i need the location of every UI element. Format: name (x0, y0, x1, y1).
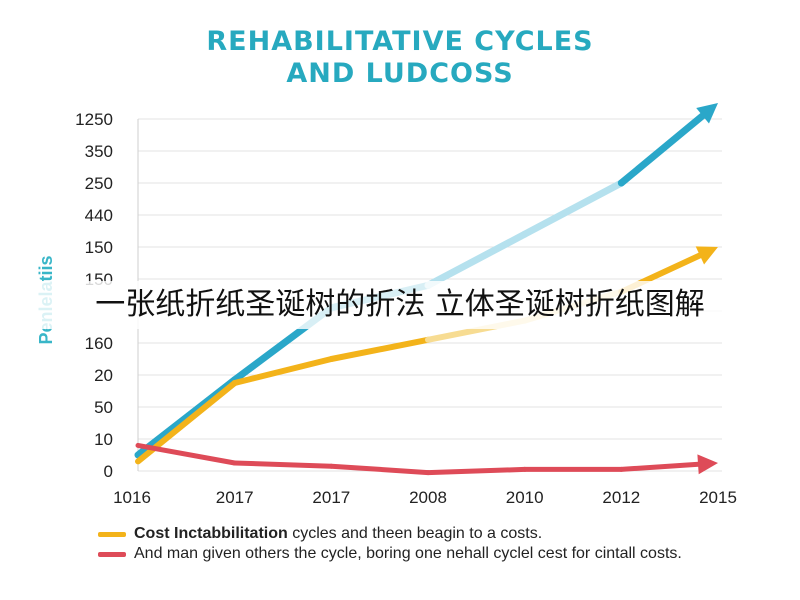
y-tick-label: 1250 (75, 110, 113, 129)
y-tick-label: 440 (85, 206, 113, 225)
series-arrowhead (695, 246, 718, 265)
overlay-caption: 一张纸折纸圣诞树的折法 立体圣诞树折纸图解 (95, 287, 705, 322)
series-segment (328, 336, 431, 362)
x-tick-label: 2017 (312, 488, 350, 507)
x-axis-ticks: 1016 2017 2017 2008 2010 2012 2015 (113, 488, 737, 507)
title-line: REHABILITATIVE CYCLES (206, 26, 593, 57)
legend: Cost Inctabbilitation cycles and theen b… (98, 524, 788, 564)
title-line: AND LUDCOSS (286, 58, 513, 89)
series-segment (521, 179, 625, 238)
overlay-banner (0, 281, 800, 329)
y-tick-label: 150 (85, 238, 113, 257)
x-tick-label: 1016 (113, 488, 151, 507)
legend-bold-text: Cost Inctabbilitation (134, 525, 288, 542)
legend-item: Cost Inctabbilitation cycles and theen b… (98, 524, 788, 544)
series-segment (618, 461, 709, 472)
x-tick-label: 2017 (216, 488, 254, 507)
x-tick-label: 2008 (409, 488, 447, 507)
legend-swatch (98, 532, 126, 537)
y-tick-label: 10 (94, 430, 113, 449)
series-segment (135, 442, 238, 466)
series-segment (617, 107, 713, 187)
series-segment (424, 230, 529, 289)
series-segment (232, 460, 334, 469)
x-tick-label: 2012 (602, 488, 640, 507)
x-tick-label: 2015 (699, 488, 737, 507)
y-tick-label: 250 (85, 174, 113, 193)
y-tick-label: 350 (85, 142, 113, 161)
legend-text: cycles and theen beagin to a costs. (287, 525, 543, 542)
y-tick-label: 50 (94, 398, 113, 417)
legend-swatch (98, 552, 126, 557)
y-tick-label: 0 (104, 462, 113, 481)
x-tick-label: 2010 (506, 488, 544, 507)
y-tick-label: 160 (85, 334, 113, 353)
legend-item: And man given others the cycle, boring o… (98, 544, 788, 564)
series-segment (425, 466, 528, 476)
series-segment (328, 463, 431, 476)
y-tick-label: 20 (94, 366, 113, 385)
series-segment (231, 356, 335, 386)
series-arrowhead (697, 454, 718, 475)
series-arrowhead (696, 103, 718, 124)
legend-text: And man given others the cycle, boring o… (134, 545, 682, 562)
series-line (135, 442, 718, 476)
